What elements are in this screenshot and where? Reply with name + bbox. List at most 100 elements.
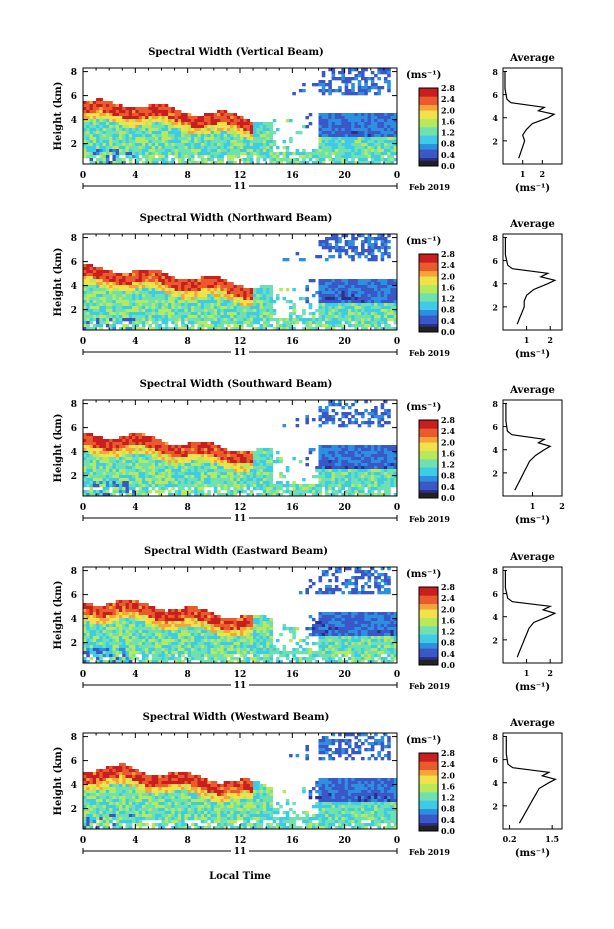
heatmap-cell	[207, 451, 211, 455]
heatmap-cell	[204, 140, 208, 144]
heatmap-cell	[99, 116, 103, 120]
heatmap-cell	[292, 152, 296, 156]
heatmap-cell	[361, 448, 365, 452]
heatmap-cell	[132, 300, 136, 304]
average-profile-line	[504, 71, 556, 159]
heatmap-cell	[354, 68, 359, 72]
heatmap-cell	[92, 125, 97, 129]
heatmap-cell	[377, 424, 381, 428]
heatmap-cell	[354, 146, 359, 150]
heatmap-cell	[141, 137, 146, 141]
heatmap-cell	[249, 306, 254, 310]
heatmap-cell	[141, 270, 146, 274]
heatmap-cell	[370, 125, 375, 129]
x-tick-label: 16	[286, 337, 299, 347]
heatmap-cell	[295, 152, 300, 156]
heatmap-cell	[138, 312, 143, 316]
heatmap-cell	[328, 315, 332, 319]
heatmap-cell	[302, 327, 306, 331]
heatmap-cell	[253, 140, 257, 144]
heatmap-cell	[367, 134, 372, 138]
colorbar-tick-label: 1.2	[441, 294, 455, 304]
panel-1: Spectral Width (Vertical Beam)2468Height…	[53, 47, 563, 194]
heatmap-cell	[387, 134, 391, 138]
heatmap-cell	[328, 294, 332, 298]
heatmap-cell	[125, 146, 130, 150]
heatmap-cell	[99, 445, 103, 449]
heatmap-cell	[141, 161, 146, 165]
heatmap-cell	[351, 303, 355, 307]
heatmap-cell	[115, 119, 120, 123]
heatmap-cell	[367, 451, 372, 455]
heatmap-cell	[135, 469, 139, 473]
heatmap-cell	[161, 297, 166, 301]
heatmap-cell	[190, 484, 195, 488]
heatmap-cell	[269, 149, 274, 153]
heatmap-cell	[256, 294, 260, 298]
heatmap-cell	[347, 243, 352, 247]
heatmap-cell	[328, 303, 332, 307]
heatmap-cell	[347, 318, 352, 322]
heatmap-cell	[125, 303, 130, 307]
heatmap-cell	[393, 285, 398, 289]
heatmap-cell	[390, 134, 395, 138]
y-tick-label: 6	[71, 258, 77, 268]
heatmap-cell	[357, 294, 362, 298]
heatmap-cell	[135, 113, 139, 117]
heatmap-cell	[86, 128, 90, 132]
heatmap-cell	[383, 137, 388, 141]
heatmap-cell	[112, 288, 117, 292]
heatmap-cell	[145, 490, 149, 494]
heatmap-cell	[387, 463, 391, 467]
heatmap-cell	[168, 484, 172, 488]
heatmap-cell	[354, 475, 359, 479]
heatmap-cell	[115, 273, 120, 277]
heatmap-cell	[318, 137, 323, 141]
heatmap-cell	[210, 152, 215, 156]
heatmap-cell	[109, 451, 113, 455]
colorbar-segment	[419, 154, 438, 158]
heatmap-cell	[308, 484, 313, 488]
heatmap-cell	[158, 137, 162, 141]
heatmap-cell	[279, 487, 283, 491]
heatmap-cell	[318, 315, 323, 319]
heatmap-cell	[357, 92, 362, 96]
heatmap-cell	[370, 421, 375, 425]
heatmap-cell	[259, 460, 264, 464]
heatmap-cell	[190, 451, 195, 455]
heatmap-cell	[240, 285, 244, 289]
heatmap-cell	[168, 490, 172, 494]
heatmap-cell	[315, 327, 319, 331]
heatmap-cell	[367, 252, 372, 256]
heatmap-cell	[380, 481, 385, 485]
heatmap-cell	[171, 158, 175, 162]
heatmap-cell	[154, 140, 159, 144]
heatmap-cell	[141, 140, 146, 144]
heatmap-cell	[354, 152, 359, 156]
heatmap-cell	[338, 424, 342, 428]
heatmap-cell	[341, 460, 345, 464]
heatmap-cell	[338, 125, 342, 129]
heatmap-cell	[135, 155, 139, 159]
heatmap-cell	[177, 128, 182, 132]
heatmap-cell	[370, 445, 375, 449]
heatmap-cell	[364, 134, 368, 138]
heatmap-cell	[223, 460, 228, 464]
heatmap-cell	[99, 309, 103, 313]
heatmap-cell	[220, 291, 224, 295]
heatmap-cell	[259, 463, 264, 467]
heatmap-cell	[311, 155, 316, 159]
heatmap-cell	[187, 155, 192, 159]
heatmap-cell	[83, 113, 87, 117]
heatmap-cell	[390, 131, 395, 135]
heatmap-cell	[96, 457, 100, 461]
heatmap-cell	[269, 469, 274, 473]
heatmap-cell	[118, 484, 123, 488]
heatmap-cell	[200, 469, 205, 473]
heatmap-cell	[217, 276, 221, 280]
heatmap-cell	[266, 137, 270, 141]
heatmap-cell	[233, 315, 238, 319]
heatmap-cell	[168, 472, 172, 476]
heatmap-cell	[187, 490, 192, 494]
heatmap-cell	[266, 312, 270, 316]
